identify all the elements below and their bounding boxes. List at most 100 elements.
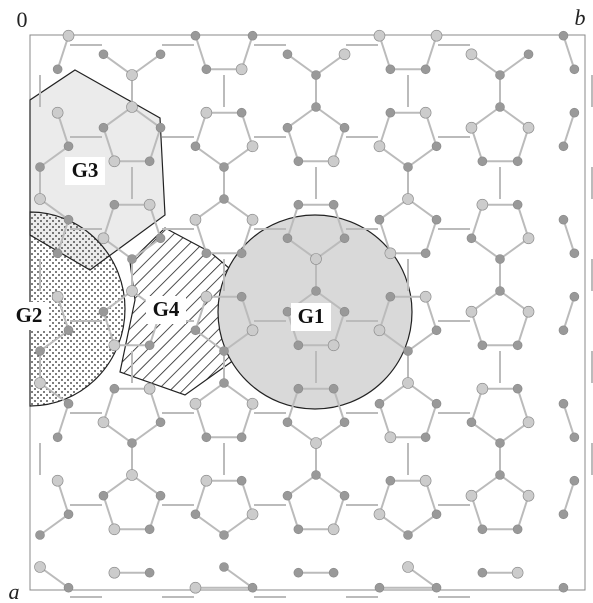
- atom: [513, 525, 522, 534]
- atom: [432, 399, 441, 408]
- atom: [191, 31, 200, 40]
- atom: [404, 531, 413, 540]
- atom: [247, 509, 258, 520]
- atom: [52, 475, 63, 486]
- atom: [421, 65, 430, 74]
- atom: [144, 199, 155, 210]
- axis-b-label: b: [575, 5, 586, 30]
- atom: [36, 163, 45, 172]
- atom: [385, 432, 396, 443]
- atom: [466, 49, 477, 60]
- atom: [339, 49, 350, 60]
- atom: [283, 50, 292, 59]
- atom: [496, 103, 505, 112]
- atom: [127, 470, 138, 481]
- atom: [99, 123, 108, 132]
- atom: [202, 433, 211, 442]
- atom: [467, 234, 476, 243]
- atom: [110, 200, 119, 209]
- atom: [145, 157, 154, 166]
- atom: [328, 156, 339, 167]
- atom: [128, 255, 137, 264]
- atom: [559, 142, 568, 151]
- atom: [64, 326, 73, 335]
- atom: [156, 123, 165, 132]
- atom: [201, 291, 212, 302]
- bond: [563, 481, 574, 515]
- atom: [328, 340, 339, 351]
- atom: [311, 254, 322, 265]
- atom: [420, 475, 431, 486]
- axis-a-label: a: [9, 579, 20, 603]
- atom: [52, 107, 63, 118]
- atom: [237, 292, 246, 301]
- atom: [294, 341, 303, 350]
- bond: [408, 330, 437, 351]
- bond: [426, 404, 437, 438]
- bond: [150, 496, 161, 530]
- atom: [64, 142, 73, 151]
- atom: [236, 64, 247, 75]
- atom: [329, 200, 338, 209]
- atom: [109, 567, 120, 578]
- bond: [195, 146, 224, 167]
- atom: [36, 347, 45, 356]
- bond: [132, 422, 161, 443]
- atom: [420, 107, 431, 118]
- atom: [294, 568, 303, 577]
- atom: [478, 568, 487, 577]
- atom: [466, 490, 477, 501]
- atom: [237, 433, 246, 442]
- atom: [128, 439, 137, 448]
- atom: [283, 234, 292, 243]
- atom: [283, 123, 292, 132]
- atom: [496, 255, 505, 264]
- atom: [340, 418, 349, 427]
- atom: [201, 475, 212, 486]
- atom: [36, 531, 45, 540]
- atom: [513, 200, 522, 209]
- bond: [195, 36, 206, 70]
- bond: [287, 128, 298, 162]
- atom: [431, 30, 442, 41]
- atom: [432, 583, 441, 592]
- bond: [471, 238, 500, 259]
- atom: [109, 156, 120, 167]
- bond: [287, 107, 316, 128]
- atom: [98, 233, 109, 244]
- atom: [385, 248, 396, 259]
- atom: [404, 347, 413, 356]
- structure-figure: 0 b a G1 G2 G3 G4: [0, 0, 593, 603]
- atom: [53, 249, 62, 258]
- atom: [109, 524, 120, 535]
- atom: [201, 107, 212, 118]
- atom: [421, 433, 430, 442]
- atom: [312, 71, 321, 80]
- atom: [294, 384, 303, 393]
- atom: [559, 510, 568, 519]
- atom: [513, 384, 522, 393]
- atom: [496, 287, 505, 296]
- atom: [329, 384, 338, 393]
- atom: [496, 439, 505, 448]
- atom: [53, 65, 62, 74]
- bond: [563, 113, 574, 147]
- atom: [432, 326, 441, 335]
- atom: [237, 249, 246, 258]
- atom: [496, 471, 505, 480]
- atom: [144, 383, 155, 394]
- atom: [191, 510, 200, 519]
- atom: [247, 325, 258, 336]
- atom: [386, 292, 395, 301]
- atom: [328, 524, 339, 535]
- atom: [477, 199, 488, 210]
- atom: [340, 491, 349, 500]
- region-label: G1: [298, 304, 325, 328]
- atom: [375, 215, 384, 224]
- bond: [471, 422, 500, 443]
- atom: [374, 141, 385, 152]
- atom: [432, 142, 441, 151]
- atom: [523, 490, 534, 501]
- atom: [340, 234, 349, 243]
- bond: [224, 567, 253, 588]
